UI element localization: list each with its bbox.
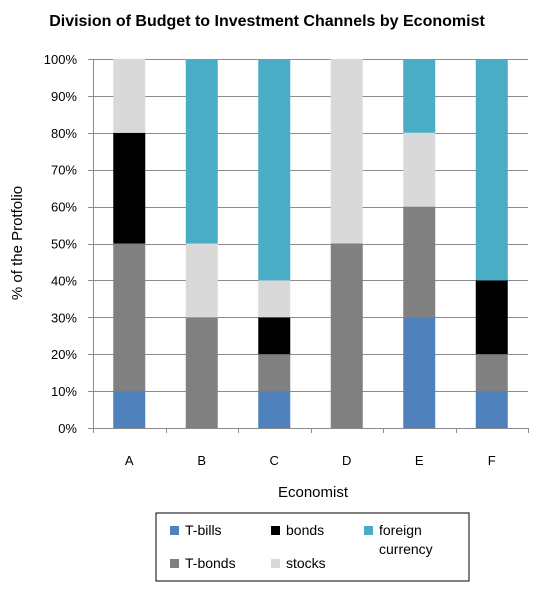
- bar-segment-stocks-a: [113, 59, 146, 133]
- bar-segment-foreign-currency-c: [258, 59, 291, 281]
- y-tick-label: 80%: [51, 126, 77, 141]
- bar-segment-foreign-currency-b: [185, 59, 218, 244]
- legend-label: foreign: [379, 522, 422, 538]
- bar-segment-t-bonds-e: [403, 206, 436, 318]
- bar-segment-stocks-c: [258, 280, 291, 318]
- bars: [113, 59, 508, 428]
- y-tick-label: 70%: [51, 163, 77, 178]
- legend-swatch: [170, 526, 179, 535]
- bar-segment-t-bonds-f: [475, 354, 508, 392]
- legend-swatch: [271, 526, 280, 535]
- legend-label: bonds: [286, 522, 324, 538]
- legend-swatch: [271, 559, 280, 568]
- y-tick-label: 20%: [51, 347, 77, 362]
- x-tick-label: F: [488, 453, 496, 468]
- bar-segment-bonds-a: [113, 132, 146, 244]
- y-tick-label: 90%: [51, 89, 77, 104]
- bar-segment-bonds-c: [258, 317, 291, 355]
- y-tick-label: 40%: [51, 273, 77, 288]
- bar-segment-t-bonds-a: [113, 243, 146, 392]
- bar-segment-t-bills-e: [403, 317, 436, 428]
- bar-segment-foreign-currency-e: [403, 59, 436, 133]
- bar-segment-stocks-b: [185, 243, 218, 318]
- x-tick-labels: A B C D E F: [125, 453, 496, 468]
- bar-segment-stocks-e: [403, 132, 436, 207]
- x-tick-label: C: [270, 453, 279, 468]
- y-tick-label: 0%: [58, 421, 77, 436]
- legend-label: stocks: [286, 555, 326, 571]
- bar-segment-t-bills-f: [475, 391, 508, 428]
- bar-segment-foreign-currency-f: [475, 59, 508, 281]
- legend-frame: [155, 512, 470, 582]
- bar-segment-t-bonds-c: [258, 354, 291, 392]
- legend-swatch: [170, 559, 179, 568]
- legend: T-bills bonds foreign currency T-bonds stocks: [155, 512, 470, 582]
- y-tick-labels: 0% 10% 20% 30% 40% 50% 60% 70% 80% 90% 100%: [44, 52, 78, 436]
- chart-title: Division of Budget to Investment Channel…: [49, 13, 485, 30]
- legend-label: T-bonds: [185, 555, 236, 571]
- y-tick-label: 30%: [51, 310, 77, 325]
- y-tick-label: 60%: [51, 200, 77, 215]
- x-tick-label: B: [197, 453, 206, 468]
- bar-segment-stocks-d: [330, 59, 363, 244]
- legend-swatch: [364, 526, 373, 535]
- bar-segment-t-bills-a: [113, 391, 146, 428]
- bar-segment-t-bonds-d: [330, 243, 363, 428]
- y-tick-label: 50%: [51, 237, 77, 252]
- bar-segment-t-bonds-b: [185, 317, 218, 428]
- bar-segment-t-bills-c: [258, 391, 291, 428]
- x-tick-label: A: [125, 453, 134, 468]
- legend-label: T-bills: [185, 522, 222, 538]
- y-tick-label: 10%: [51, 384, 77, 399]
- x-tick-label: E: [415, 453, 424, 468]
- gridlines: [93, 59, 528, 392]
- axes: [88, 59, 529, 433]
- x-axis-label: Economist: [278, 484, 349, 501]
- bar-segment-bonds-f: [475, 280, 508, 355]
- x-tick-label: D: [342, 453, 351, 468]
- y-axis-label: % of the Protfolio: [9, 186, 26, 300]
- y-tick-label: 100%: [44, 52, 78, 67]
- legend-label: currency: [379, 541, 433, 557]
